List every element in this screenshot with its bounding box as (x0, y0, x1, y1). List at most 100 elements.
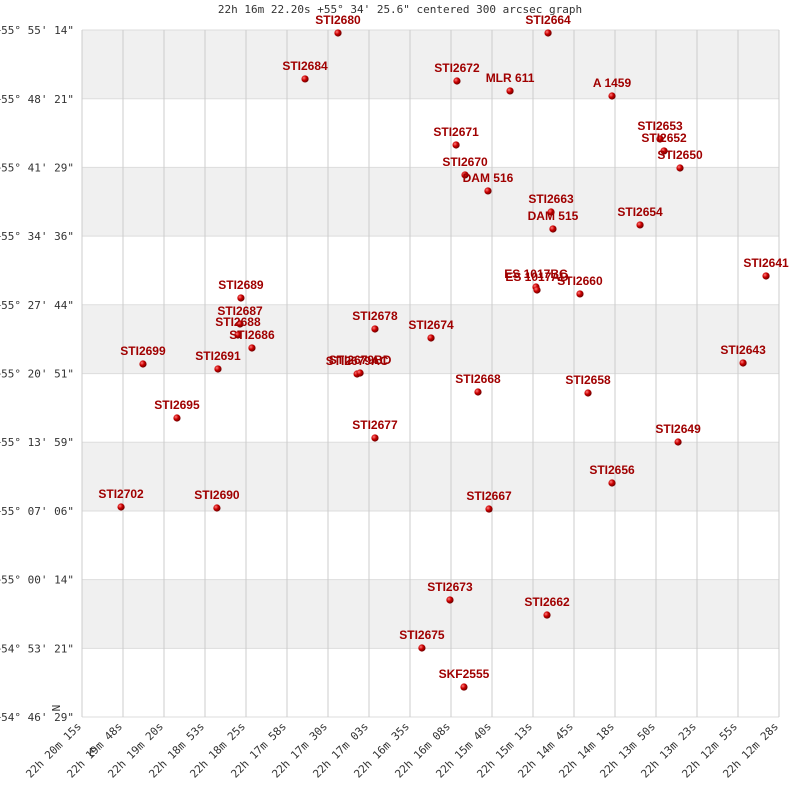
star-label: STI2678 (352, 309, 398, 323)
star (139, 360, 147, 368)
star-label: STI2679AC (326, 354, 389, 368)
y-tick-label: +55° 20' 51" (0, 368, 74, 381)
y-tick-label: +54° 53' 21" (0, 642, 74, 655)
star-label: STI2664 (525, 13, 571, 27)
star-label: STI2689 (218, 278, 264, 292)
star-label: STI2667 (466, 489, 512, 503)
star-label: STI2702 (98, 487, 144, 501)
star (544, 29, 552, 37)
y-tick-label: +55° 41' 29" (0, 161, 74, 174)
star (248, 344, 256, 352)
star (214, 365, 222, 373)
star-label: STI2687 (217, 304, 263, 318)
star-label: STI2672 (434, 61, 480, 75)
star-label: STI2656 (589, 463, 635, 477)
star (543, 611, 551, 619)
star-label: STI2660 (557, 274, 603, 288)
star-label: MLR 611 (486, 71, 535, 85)
star-label: STI2652 (641, 131, 687, 145)
star (460, 683, 468, 691)
star-label: STI2671 (433, 125, 479, 139)
star (117, 503, 125, 511)
star-label: STI2673 (427, 580, 473, 594)
star-label: STI2695 (154, 398, 200, 412)
star (608, 479, 616, 487)
y-tick-label: +55° 34' 36" (0, 230, 74, 243)
band (82, 442, 779, 511)
star (676, 164, 684, 172)
star-label: STI2649 (655, 422, 701, 436)
star (584, 389, 592, 397)
star (739, 359, 747, 367)
star-label: STI2690 (194, 488, 240, 502)
star (427, 334, 435, 342)
star-label: STI2670 (442, 155, 488, 169)
star (237, 294, 245, 302)
star (660, 147, 668, 155)
star (234, 331, 242, 339)
star (452, 141, 460, 149)
star (418, 644, 426, 652)
y-tick-label: +55° 13' 59" (0, 436, 74, 449)
y-tick-label: +55° 00' 14" (0, 574, 74, 587)
star (549, 225, 557, 233)
star (576, 290, 584, 298)
star (674, 438, 682, 446)
star-label: STI2654 (617, 205, 663, 219)
y-tick-label: +54° 46' 29" (0, 711, 74, 724)
star (301, 75, 309, 83)
star (371, 434, 379, 442)
band (82, 579, 779, 649)
star (173, 414, 181, 422)
star (547, 208, 555, 216)
star-label: STI2684 (282, 59, 328, 73)
star (636, 221, 644, 229)
star-label: STI2653 (637, 119, 683, 133)
star-label: STI2650 (657, 148, 703, 162)
star (356, 369, 364, 377)
band (82, 167, 779, 237)
star-label: STI2663 (528, 192, 574, 206)
star-label: SKF2555 (439, 667, 490, 681)
star (533, 286, 541, 294)
y-tick-label: +55° 07' 06" (0, 505, 74, 518)
star (334, 29, 342, 37)
star-label: STI2686 (229, 328, 275, 342)
star (656, 135, 664, 143)
star (608, 92, 616, 100)
compass-east: E (89, 746, 96, 759)
star (453, 77, 461, 85)
star-label: STI2677 (352, 418, 398, 432)
star (485, 505, 493, 513)
star (762, 272, 770, 280)
star (484, 187, 492, 195)
star (213, 504, 221, 512)
y-tick-label: +55° 48' 21" (0, 93, 74, 106)
star (236, 320, 244, 328)
y-tick-label: +55° 27' 44" (0, 299, 74, 312)
star-label: DAM 515 (528, 209, 579, 223)
star-label: STI2658 (565, 373, 611, 387)
star-label: A 1459 (593, 76, 632, 90)
star-label: DAM 516 (463, 171, 514, 185)
star (474, 388, 482, 396)
star-label: STI2691 (195, 349, 241, 363)
star (371, 325, 379, 333)
band (82, 30, 779, 99)
compass-north: N (50, 705, 63, 712)
star-label: ES 1017BC (504, 267, 568, 281)
y-tick-label: +55° 55' 14" (0, 24, 74, 37)
star-label: STI2680 (315, 13, 361, 27)
star (446, 596, 454, 604)
star-label: STI2668 (455, 372, 501, 386)
star-label: STI2643 (720, 343, 766, 357)
star-label: STI2679BD (329, 353, 392, 367)
star-label: STI2675 (399, 628, 445, 642)
star (506, 87, 514, 95)
star-label: STI2641 (743, 256, 789, 270)
star-label: STI2674 (408, 318, 454, 332)
star-label: ES 1017AD (505, 270, 569, 284)
star-label: STI2699 (120, 344, 166, 358)
